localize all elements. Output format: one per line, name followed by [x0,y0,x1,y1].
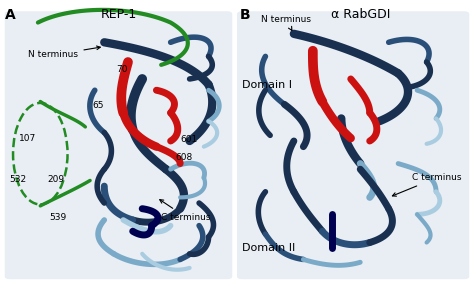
Text: 65: 65 [92,101,104,110]
Text: N terminus: N terminus [261,15,310,30]
Text: 209: 209 [47,175,64,184]
Text: 601: 601 [180,135,197,144]
Text: REP-1: REP-1 [100,8,137,21]
FancyBboxPatch shape [5,11,232,279]
Text: Domain II: Domain II [242,243,295,253]
Text: α RabGDI: α RabGDI [330,8,390,21]
Text: 608: 608 [175,153,192,162]
Text: Domain I: Domain I [242,80,292,90]
Text: 532: 532 [9,175,27,184]
Text: 107: 107 [19,134,36,143]
Text: A: A [5,8,16,23]
Text: B: B [239,8,250,23]
Text: 539: 539 [50,213,67,222]
Text: 70: 70 [116,65,128,74]
Text: C terminus: C terminus [392,173,462,196]
FancyBboxPatch shape [237,11,469,279]
Text: N terminus: N terminus [28,46,100,60]
Text: C terminus: C terminus [160,200,210,222]
